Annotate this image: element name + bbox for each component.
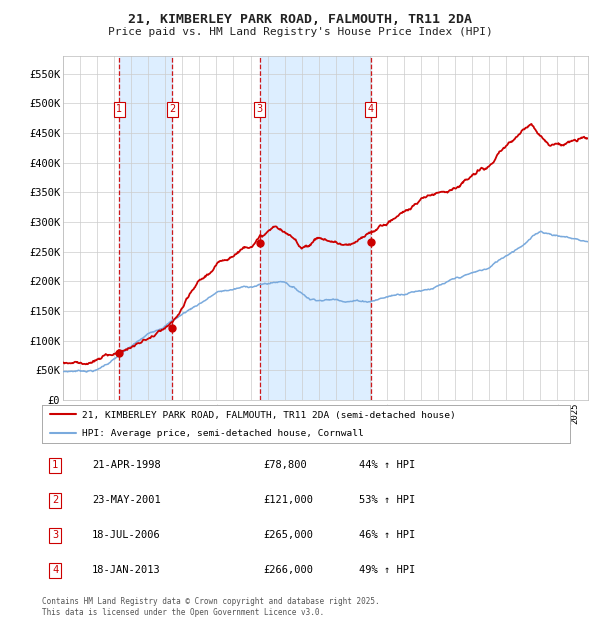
Text: 2: 2 [52, 495, 58, 505]
Text: £265,000: £265,000 [264, 530, 314, 540]
Text: 3: 3 [257, 104, 263, 114]
Text: 46% ↑ HPI: 46% ↑ HPI [359, 530, 415, 540]
Text: 1: 1 [116, 104, 122, 114]
Text: 18-JUL-2006: 18-JUL-2006 [92, 530, 161, 540]
Text: Price paid vs. HM Land Registry's House Price Index (HPI): Price paid vs. HM Land Registry's House … [107, 27, 493, 37]
Text: £78,800: £78,800 [264, 460, 308, 471]
Text: 53% ↑ HPI: 53% ↑ HPI [359, 495, 415, 505]
Text: 23-MAY-2001: 23-MAY-2001 [92, 495, 161, 505]
Text: £121,000: £121,000 [264, 495, 314, 505]
Text: 21-APR-1998: 21-APR-1998 [92, 460, 161, 471]
Text: Contains HM Land Registry data © Crown copyright and database right 2025.
This d: Contains HM Land Registry data © Crown c… [42, 598, 380, 617]
Text: £266,000: £266,000 [264, 565, 314, 575]
Text: 2: 2 [169, 104, 175, 114]
Text: 21, KIMBERLEY PARK ROAD, FALMOUTH, TR11 2DA (semi-detached house): 21, KIMBERLEY PARK ROAD, FALMOUTH, TR11 … [82, 410, 455, 420]
Text: 49% ↑ HPI: 49% ↑ HPI [359, 565, 415, 575]
Text: 1: 1 [52, 460, 58, 471]
Text: HPI: Average price, semi-detached house, Cornwall: HPI: Average price, semi-detached house,… [82, 429, 364, 438]
Text: 21, KIMBERLEY PARK ROAD, FALMOUTH, TR11 2DA: 21, KIMBERLEY PARK ROAD, FALMOUTH, TR11 … [128, 14, 472, 26]
Text: 18-JAN-2013: 18-JAN-2013 [92, 565, 161, 575]
Bar [119, 56, 172, 400]
Text: 44% ↑ HPI: 44% ↑ HPI [359, 460, 415, 471]
Bar [260, 56, 371, 400]
Text: 4: 4 [368, 104, 374, 114]
Text: 3: 3 [52, 530, 58, 540]
Text: 4: 4 [52, 565, 58, 575]
